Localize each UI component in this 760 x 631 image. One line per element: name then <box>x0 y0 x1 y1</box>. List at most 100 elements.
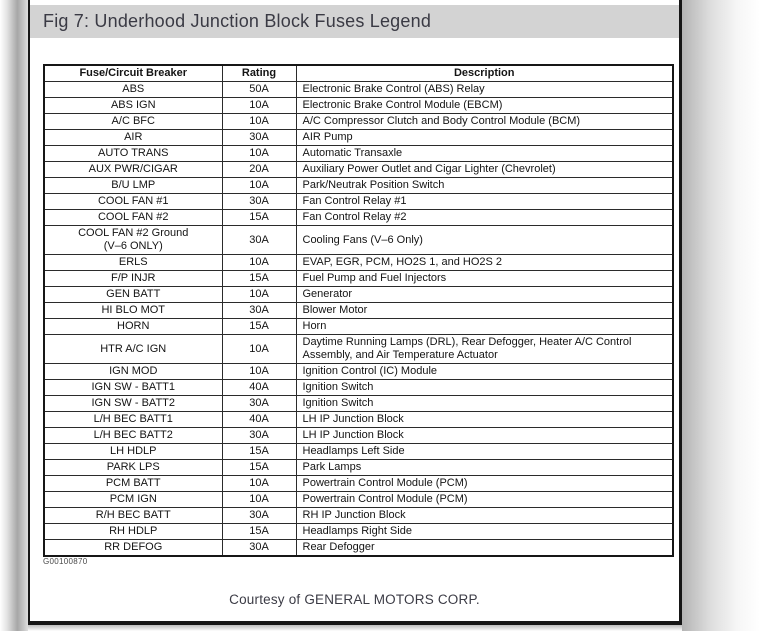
rating-cell: 10A <box>221 177 297 194</box>
table-row: PCM IGN 10A Powertrain Control Module (PCM… <box>43 491 674 508</box>
rating-cell: 10A <box>221 475 297 492</box>
description-cell: Auxiliary Power Outlet and Cigar Lighter… <box>295 161 674 178</box>
fuse-cell: IGN SW - BATT1 <box>43 379 223 396</box>
fuse-cell: IGN MOD <box>43 363 223 380</box>
page-bottom-shadow <box>28 625 682 631</box>
description-cell: Generator <box>295 286 674 303</box>
description-cell: Automatic Transaxle <box>295 145 674 162</box>
description-cell: A/C Compressor Clutch and Body Control M… <box>295 113 674 130</box>
rating-cell: 15A <box>221 459 297 476</box>
description-cell: Fuel Pump and Fuel Injectors <box>295 270 674 287</box>
description-cell: Powertrain Control Module (PCM) <box>295 475 674 492</box>
table-header-row: Fuse/Circuit Breaker Rating Description <box>43 64 674 82</box>
description-cell: Daytime Running Lamps (DRL), Rear Defogg… <box>295 334 674 364</box>
fuse-cell: A/C BFC <box>43 113 223 130</box>
rating-cell: 30A <box>221 129 297 146</box>
rating-cell: 10A <box>221 363 297 380</box>
column-header-rating: Rating <box>221 64 297 82</box>
table-row: L/H BEC BATT1 40A LH IP Junction Block <box>43 411 674 428</box>
table-row: AUX PWR/CIGAR 20A Auxiliary Power Outlet a… <box>43 161 674 178</box>
description-cell: RH IP Junction Block <box>295 507 674 524</box>
fuse-cell: HORN <box>43 318 223 335</box>
table-row: AUTO TRANS 10A Automatic Transaxle <box>43 145 674 162</box>
description-cell: Electronic Brake Control (ABS) Relay <box>295 81 674 98</box>
table-row: F/P INJR 15A Fuel Pump and Fuel Injectors <box>43 270 674 287</box>
fuse-cell: HI BLO MOT <box>43 302 223 319</box>
figure-title: Fig 7: Underhood Junction Block Fuses Le… <box>43 11 432 31</box>
rating-cell: 50A <box>221 81 297 98</box>
table-row: IGN SW - BATT2 30A Ignition Switch <box>43 395 674 412</box>
fuse-cell: GEN BATT <box>43 286 223 303</box>
fuse-cell: PARK LPS <box>43 459 223 476</box>
fuse-cell: RH HDLP <box>43 523 223 540</box>
fuse-cell: F/P INJR <box>43 270 223 287</box>
rating-cell: 30A <box>221 225 297 255</box>
figure-title-bar: Fig 7: Underhood Junction Block Fuses Le… <box>30 5 679 38</box>
fuse-cell: ERLS <box>43 254 223 271</box>
rating-cell: 30A <box>221 395 297 412</box>
rating-cell: 15A <box>221 209 297 226</box>
table-row: L/H BEC BATT2 30A LH IP Junction Block <box>43 427 674 444</box>
fuse-cell: COOL FAN #1 <box>43 193 223 210</box>
rating-cell: 10A <box>221 286 297 303</box>
rating-cell: 10A <box>221 491 297 508</box>
fuse-cell: ABS <box>43 81 223 98</box>
page-left-shadow <box>0 0 28 631</box>
fuse-cell: AIR <box>43 129 223 146</box>
description-cell: Rear Defogger <box>295 539 674 557</box>
table-row: COOL FAN #2 15A Fan Control Relay #2 <box>43 209 674 226</box>
rating-cell: 40A <box>221 411 297 428</box>
rating-cell: 30A <box>221 302 297 319</box>
table-row: PCM BATT 10A Powertrain Control Module (PC… <box>43 475 674 492</box>
rating-cell: 10A <box>221 334 297 364</box>
description-cell: Headlamps Left Side <box>295 443 674 460</box>
courtesy-note: Courtesy of GENERAL MOTORS CORP. <box>229 592 480 607</box>
rating-cell: 15A <box>221 270 297 287</box>
description-cell: Electronic Brake Control Module (EBCM) <box>295 97 674 114</box>
description-cell: Ignition Switch <box>295 395 674 412</box>
description-cell: Blower Motor <box>295 302 674 319</box>
rating-cell: 10A <box>221 113 297 130</box>
table-row: R/H BEC BATT 30A RH IP Junction Block <box>43 507 674 524</box>
table-row: ABS 50A Electronic Brake Control (ABS) Rel… <box>43 81 674 98</box>
description-cell: Horn <box>295 318 674 335</box>
fuse-cell: IGN SW - BATT2 <box>43 395 223 412</box>
fuse-cell: LH HDLP <box>43 443 223 460</box>
rating-cell: 40A <box>221 379 297 396</box>
description-cell: Park Lamps <box>295 459 674 476</box>
table-row: IGN MOD 10A Ignition Control (IC) Module <box>43 363 674 380</box>
rating-cell: 30A <box>221 507 297 524</box>
rating-cell: 10A <box>221 254 297 271</box>
fuse-cell: RR DEFOG <box>43 539 223 557</box>
description-cell: Cooling Fans (V–6 Only) <box>295 225 674 255</box>
table-row: B/U LMP 10A Park/Neutrak Position Switch <box>43 177 674 194</box>
rating-cell: 15A <box>221 523 297 540</box>
description-cell: Park/Neutrak Position Switch <box>295 177 674 194</box>
description-cell: Powertrain Control Module (PCM) <box>295 491 674 508</box>
rating-cell: 30A <box>221 427 297 444</box>
description-cell: EVAP, EGR, PCM, HO2S 1, and HO2S 2 <box>295 254 674 271</box>
rating-cell: 10A <box>221 145 297 162</box>
column-header-description: Description <box>295 64 674 82</box>
rating-cell: 30A <box>221 539 297 557</box>
fuse-cell: HTR A/C IGN <box>43 334 223 364</box>
table-row: PARK LPS 15A Park Lamps <box>43 459 674 476</box>
fuse-cell: COOL FAN #2 <box>43 209 223 226</box>
table-row: GEN BATT 10A Generator <box>43 286 674 303</box>
rating-cell: 20A <box>221 161 297 178</box>
fuse-cell: B/U LMP <box>43 177 223 194</box>
table-row: RH HDLP 15A Headlamps Right Side <box>43 523 674 540</box>
fuse-cell: L/H BEC BATT2 <box>43 427 223 444</box>
fuse-cell: R/H BEC BATT <box>43 507 223 524</box>
page-right-shadow <box>682 0 760 631</box>
fuse-cell: COOL FAN #2 Ground (V–6 ONLY) <box>43 225 223 255</box>
description-cell: Headlamps Right Side <box>295 523 674 540</box>
description-cell: Ignition Control (IC) Module <box>295 363 674 380</box>
description-cell: Ignition Switch <box>295 379 674 396</box>
fuse-cell: PCM IGN <box>43 491 223 508</box>
table-row: LH HDLP 15A Headlamps Left Side <box>43 443 674 460</box>
fuse-cell: ABS IGN <box>43 97 223 114</box>
table-row: A/C BFC 10A A/C Compressor Clutch and Body… <box>43 113 674 130</box>
description-cell: LH IP Junction Block <box>295 411 674 428</box>
